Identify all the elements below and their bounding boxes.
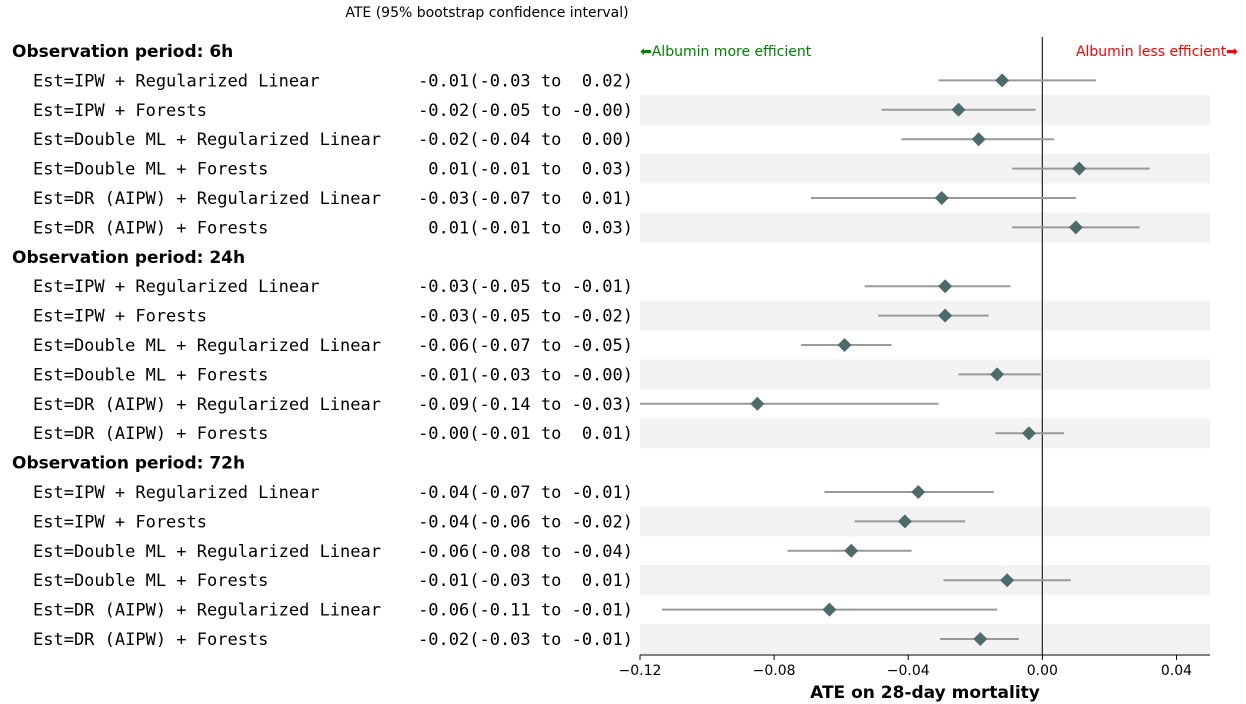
- row-label: Est=IPW + Regularized Linear: [33, 277, 320, 297]
- group-title: Observation period: 72h: [12, 454, 245, 474]
- row-stripes: [640, 94, 1210, 654]
- ci-text: -0.01(-0.03 to 0.02): [418, 71, 633, 91]
- row-label: Est=Double ML + Regularized Linear: [33, 130, 381, 150]
- ci-text: -0.00(-0.01 to 0.01): [418, 424, 633, 444]
- estimate-marker: [1021, 426, 1036, 441]
- estimate-marker: [995, 73, 1010, 88]
- estimate-marker: [951, 102, 966, 117]
- column-header: ATE (95% bootstrap confidence interval): [345, 5, 628, 21]
- estimate-marker: [934, 191, 949, 205]
- row-label: Est=DR (AIPW) + Forests: [33, 630, 268, 650]
- ci-text: -0.02(-0.05 to -0.00): [418, 101, 633, 121]
- ci-text: -0.02(-0.04 to 0.00): [418, 130, 633, 150]
- ci-text: -0.01(-0.03 to -0.00): [418, 365, 633, 385]
- estimate-marker: [1072, 161, 1087, 176]
- ci-text: -0.02(-0.03 to -0.01): [418, 630, 633, 650]
- row-label: Est=Double ML + Forests: [33, 571, 268, 591]
- row-label: Est=DR (AIPW) + Regularized Linear: [33, 189, 381, 209]
- ci-text: 0.01(-0.01 to 0.03): [418, 218, 633, 238]
- ci-text: -0.04(-0.07 to -0.01): [418, 483, 633, 503]
- ci-text: -0.03(-0.05 to -0.01): [418, 277, 633, 297]
- row-label: Est=Double ML + Forests: [33, 365, 268, 385]
- row-label: Est=Double ML + Forests: [33, 160, 268, 180]
- row-label: Est=DR (AIPW) + Regularized Linear: [33, 395, 381, 415]
- estimate-marker: [1068, 220, 1083, 235]
- row-stripe: [640, 565, 1210, 596]
- x-tick-label: 0.00: [1027, 663, 1058, 679]
- row-label: Est=DR (AIPW) + Forests: [33, 218, 268, 238]
- data-marks: [640, 73, 1150, 646]
- group-title: Observation period: 24h: [12, 248, 245, 268]
- row-label: Est=IPW + Forests: [33, 101, 207, 121]
- left-annotation: ⬅Albumin more efficient: [640, 44, 812, 60]
- estimate-marker: [938, 308, 953, 323]
- estimate-marker: [822, 602, 837, 617]
- row-label: Est=IPW + Regularized Linear: [33, 71, 320, 91]
- estimate-marker: [750, 396, 765, 411]
- row-label: Est=DR (AIPW) + Regularized Linear: [33, 601, 381, 621]
- x-tick-label: −0.04: [887, 663, 930, 679]
- x-axis-label: ATE on 28-day mortality: [810, 683, 1040, 703]
- row-labels: Observation period: 6h Observation period…: [12, 42, 633, 650]
- ci-text: -0.01(-0.03 to 0.01): [418, 571, 633, 591]
- estimate-marker: [973, 632, 988, 646]
- row-stripe: [640, 624, 1210, 654]
- group-title: Observation period: 6h: [12, 42, 233, 62]
- ci-text: -0.06(-0.11 to -0.01): [418, 601, 633, 621]
- row-stripe: [640, 418, 1210, 449]
- row-label: Est=IPW + Forests: [33, 512, 207, 532]
- ci-text: -0.03(-0.05 to -0.02): [418, 307, 633, 327]
- row-label: Est=Double ML + Regularized Linear: [33, 336, 381, 356]
- estimate-marker: [844, 543, 859, 558]
- x-tick-label: −0.08: [753, 663, 796, 679]
- ci-text: -0.06(-0.07 to -0.05): [418, 336, 633, 356]
- estimate-marker: [938, 279, 953, 294]
- right-annotation: Albumin less efficient➡: [1076, 44, 1238, 60]
- estimate-marker: [990, 367, 1005, 382]
- ci-text: -0.09(-0.14 to -0.03): [418, 395, 633, 415]
- estimate-marker: [897, 514, 912, 529]
- estimate-marker: [911, 485, 926, 499]
- ci-text: 0.01(-0.01 to 0.03): [418, 160, 633, 180]
- ci-text: -0.06(-0.08 to -0.04): [418, 542, 633, 562]
- row-stripe: [640, 359, 1210, 390]
- estimate-marker: [971, 132, 986, 147]
- x-tick-label: 0.04: [1161, 663, 1192, 679]
- estimate-marker: [1000, 573, 1015, 588]
- row-label: Est=IPW + Regularized Linear: [33, 483, 320, 503]
- estimate-marker: [837, 338, 852, 352]
- row-label: Est=DR (AIPW) + Forests: [33, 424, 268, 444]
- row-label: Est=IPW + Forests: [33, 307, 207, 327]
- ci-text: -0.03(-0.07 to 0.01): [418, 189, 633, 209]
- ci-text: -0.04(-0.06 to -0.02): [418, 512, 633, 532]
- x-tick-label: −0.12: [619, 663, 662, 679]
- row-label: Est=Double ML + Regularized Linear: [33, 542, 381, 562]
